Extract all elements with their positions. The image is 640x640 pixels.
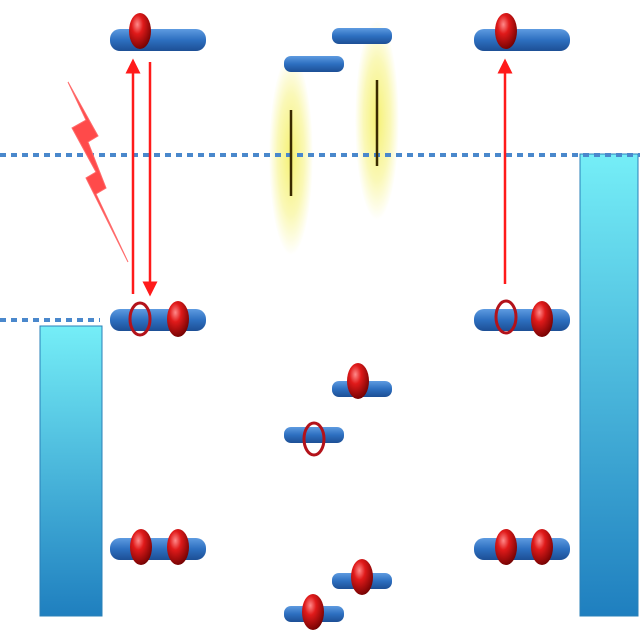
left-bottom-level	[110, 538, 206, 560]
right-band	[579, 153, 639, 617]
electron	[495, 529, 517, 565]
left-top-level	[110, 29, 206, 51]
right-top-level	[474, 29, 570, 51]
lightning-bolt-icon	[67, 81, 129, 263]
electron	[130, 529, 152, 565]
electron	[167, 529, 189, 565]
electron	[531, 301, 553, 337]
electron	[167, 301, 189, 337]
electron	[302, 594, 324, 630]
left-band	[39, 325, 103, 617]
electron	[347, 363, 369, 399]
center-upper-left-level	[284, 56, 344, 72]
hole	[128, 301, 152, 337]
electron	[495, 13, 517, 49]
electron	[351, 559, 373, 595]
center-mid-left-level	[284, 427, 344, 443]
hole	[494, 299, 518, 335]
center-upper-right-level	[332, 28, 392, 44]
electron	[129, 13, 151, 49]
left-mid-level	[110, 309, 206, 331]
right-mid-level	[474, 309, 570, 331]
hole	[302, 421, 326, 457]
electron	[531, 529, 553, 565]
right-bottom-level	[474, 538, 570, 560]
